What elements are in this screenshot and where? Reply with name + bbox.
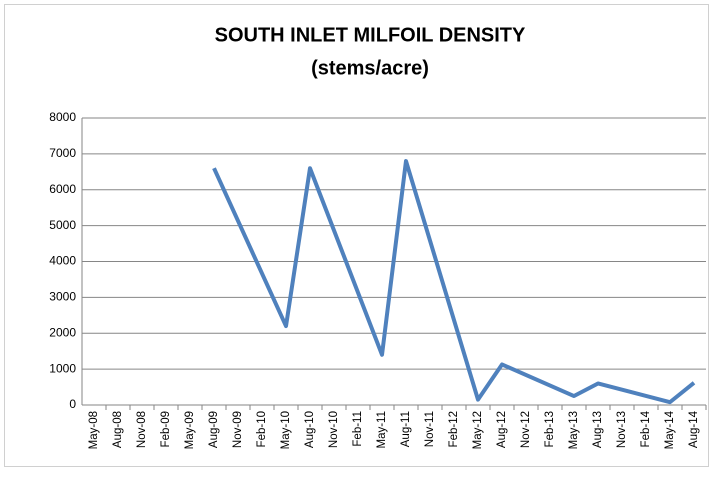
chart-frame (4, 4, 709, 467)
x-tick-label: Feb-13 (544, 411, 556, 447)
x-tick-label: Nov-12 (520, 411, 532, 448)
x-tick-label: May-14 (664, 410, 676, 449)
x-tick-label: Aug-11 (400, 411, 412, 447)
x-tick-label: Nov-13 (616, 411, 628, 448)
y-tick-label: 0 (69, 397, 76, 411)
x-tick-label: Aug-09 (208, 411, 220, 448)
x-tick-label: Nov-10 (328, 411, 340, 448)
x-tick-label: Nov-08 (136, 411, 148, 448)
x-tick-label: Aug-13 (592, 411, 604, 448)
x-tick-label: Feb-10 (256, 411, 268, 447)
x-tick-label: May-09 (184, 411, 196, 449)
x-tick-label: May-12 (472, 411, 484, 449)
x-tick-label: Feb-11 (352, 411, 364, 447)
y-tick-label: 2000 (49, 325, 76, 339)
x-tick-label: Feb-12 (448, 411, 460, 447)
x-tick-label: Aug-08 (112, 411, 124, 448)
x-tick-label: Feb-09 (160, 411, 172, 447)
y-tick-label: 4000 (49, 254, 76, 268)
x-tick-label: Nov-09 (232, 411, 244, 448)
chart-title: SOUTH INLET MILFOIL DENSITY (215, 24, 526, 46)
chart-subtitle: (stems/acre) (311, 57, 429, 79)
y-tick-label: 5000 (49, 218, 76, 232)
y-tick-label: 7000 (49, 146, 76, 160)
x-tick-label: Feb-14 (640, 410, 652, 447)
x-tick-label: May-08 (88, 411, 100, 449)
x-tick-label: Aug-10 (304, 411, 316, 448)
x-tick-label: Nov-11 (424, 411, 436, 447)
x-tick-label: May-11 (376, 411, 388, 449)
x-tick-label: May-13 (568, 411, 580, 449)
y-tick-label: 8000 (49, 110, 76, 124)
x-tick-label: Aug-14 (688, 410, 700, 448)
y-tick-label: 1000 (49, 361, 76, 375)
y-tick-label: 3000 (49, 290, 76, 304)
line-series (212, 159, 696, 405)
x-tick-label: Aug-12 (496, 411, 508, 448)
y-tick-label: 6000 (49, 182, 76, 196)
x-tick-label: May-10 (280, 411, 292, 449)
